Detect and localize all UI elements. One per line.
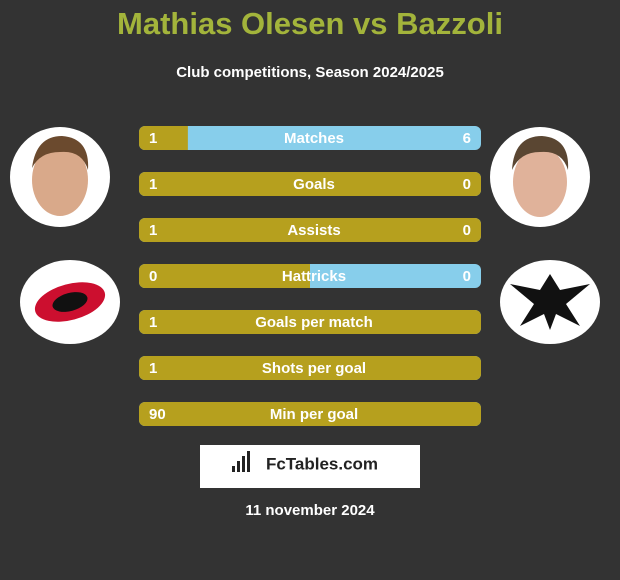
subtitle: Club competitions, Season 2024/2025 bbox=[176, 64, 444, 81]
brand-box bbox=[200, 445, 420, 488]
date: 11 november 2024 bbox=[245, 502, 375, 519]
bar-left bbox=[139, 172, 481, 196]
brand-icon bbox=[232, 451, 250, 472]
bar-left bbox=[139, 402, 481, 426]
left-value: 1 bbox=[149, 360, 157, 377]
left-value: 1 bbox=[149, 314, 157, 331]
row-label: Shots per goal bbox=[262, 360, 366, 377]
player-left-photo bbox=[10, 127, 110, 227]
bar-left bbox=[139, 126, 188, 150]
row-label: Assists bbox=[287, 222, 340, 239]
bar-left bbox=[139, 310, 481, 334]
right-value: 6 bbox=[463, 130, 471, 147]
left-value: 90 bbox=[149, 406, 166, 423]
club-right-logo bbox=[500, 260, 600, 344]
right-value: 0 bbox=[463, 268, 471, 285]
right-value: 0 bbox=[463, 222, 471, 239]
row-label: Goals bbox=[293, 176, 335, 193]
row-label: Min per goal bbox=[270, 406, 358, 423]
left-value: 0 bbox=[149, 268, 157, 285]
club-left-logo bbox=[20, 260, 120, 344]
row-label: Matches bbox=[284, 130, 344, 147]
left-value: 1 bbox=[149, 130, 157, 147]
bar-left bbox=[139, 218, 481, 242]
player-right-photo bbox=[490, 127, 590, 227]
left-value: 1 bbox=[149, 176, 157, 193]
bar-left bbox=[139, 264, 310, 288]
left-value: 1 bbox=[149, 222, 157, 239]
right-value: 0 bbox=[463, 176, 471, 193]
row-label: Hattricks bbox=[282, 268, 346, 285]
bar-right bbox=[139, 126, 481, 150]
title: Mathias Olesen vs Bazzoli bbox=[117, 6, 503, 41]
brand: FcTables.com bbox=[266, 454, 378, 473]
bar-left bbox=[139, 356, 481, 380]
row-label: Goals per match bbox=[255, 314, 373, 331]
